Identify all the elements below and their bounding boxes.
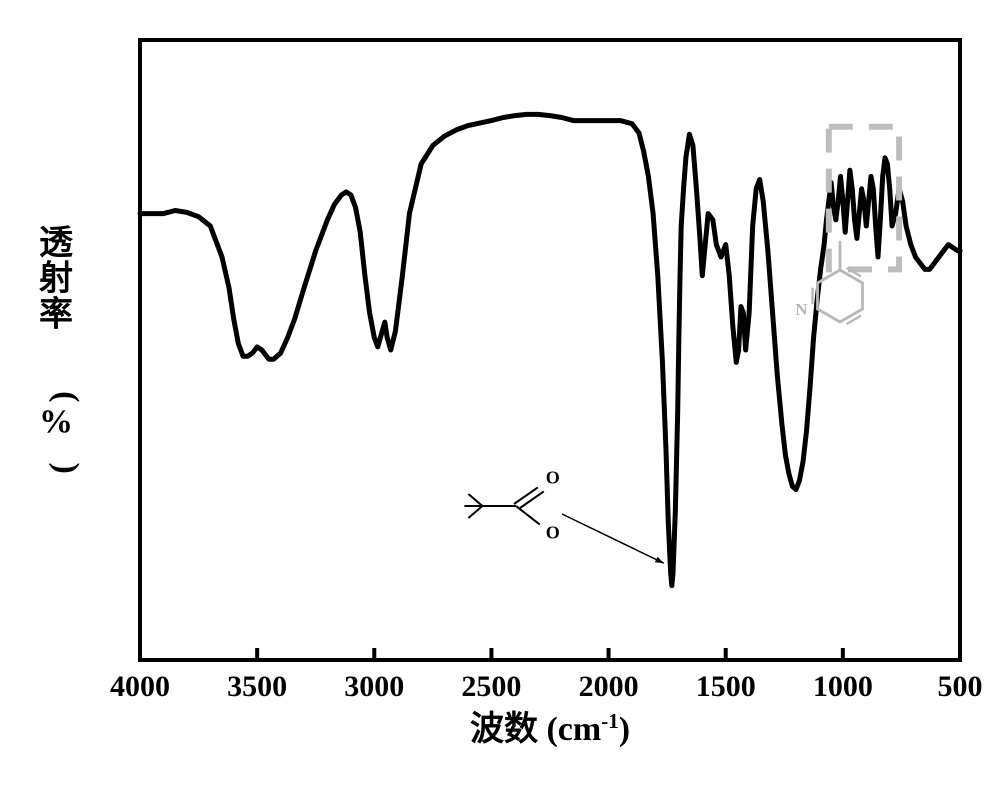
x-tick-label: 500 [938, 670, 983, 703]
ftir-spectrum-chart: 4000350030002500200015001000500波数 (cm-1)… [0, 0, 1000, 790]
x-tick-label: 2500 [461, 670, 521, 703]
x-tick-label: 4000 [110, 670, 170, 703]
pyridine-N-label: N [795, 300, 808, 319]
x-tick-label: 1000 [813, 670, 873, 703]
y-axis-label-char: ( [48, 391, 85, 402]
y-axis-label-char: 透 [39, 224, 74, 262]
x-tick-label: 2000 [579, 670, 639, 703]
chart-svg: 4000350030002500200015001000500波数 (cm-1)… [0, 0, 1000, 790]
y-axis-label-char: 率 [39, 295, 73, 333]
x-tick-label: 1500 [696, 670, 756, 703]
y-axis-label-char: ) [48, 462, 85, 473]
y-axis-label-char: % [39, 403, 73, 440]
acetate-O-bottom: O [546, 523, 560, 543]
x-tick-label: 3000 [344, 670, 404, 703]
y-axis-label-char: 射 [39, 260, 73, 298]
x-tick-label: 3500 [227, 670, 287, 703]
acetate-O-top: O [546, 467, 560, 487]
